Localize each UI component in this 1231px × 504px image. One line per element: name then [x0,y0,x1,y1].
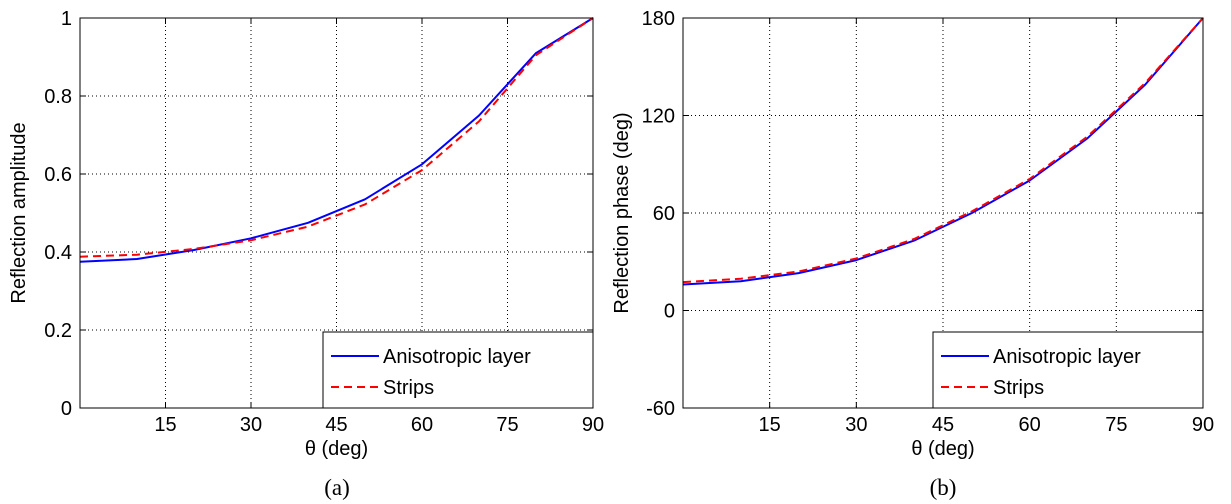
x-tick-label: 45 [932,414,954,436]
y-tick-label: 0.6 [44,164,72,186]
x-tick-label: 75 [496,414,518,436]
legend-box [322,331,594,409]
y-tick-label: 60 [653,203,675,225]
y-tick-label: 0.2 [44,320,72,342]
y-tick-label: 1 [61,8,72,30]
y-axis-label: Reflection amplitude [8,122,30,303]
y-tick-label: 0 [61,398,72,420]
legend-box [932,331,1204,409]
x-axis-label: θ (deg) [305,438,368,460]
legend: Anisotropic layer Strips [322,331,594,409]
series-line-strips [79,17,594,258]
y-tick-label: 180 [642,8,675,30]
series-line-anisotropic-layer [79,17,594,263]
y-tick-label: -60 [646,398,675,420]
x-tick-label: 60 [1019,414,1041,436]
panel-caption: (b) [930,475,957,500]
y-tick-label: 0.8 [44,86,72,108]
x-tick-label: 90 [582,414,604,436]
series-line-anisotropic-layer [682,17,1204,286]
y-tick-label: 0 [664,301,675,323]
chart-panel-b: 15 30 45 60 75 90 -60 0 60 120 180 θ (deg) Reflectio… [611,8,1214,500]
x-tick-label: 30 [240,414,262,436]
chart-panel-a: 15 30 45 60 75 90 0 0.2 0.4 0.6 0.8 1 θ (deg) Reflect… [8,8,604,500]
legend-label: Strips [383,377,434,399]
x-axis-label: θ (deg) [911,438,974,460]
y-tick-label: 120 [642,106,675,128]
x-tick-label: 15 [154,414,176,436]
x-tick-label: 60 [411,414,433,436]
y-tick-label: 0.4 [44,242,72,264]
x-tick-label: 15 [759,414,781,436]
x-tick-label: 75 [1105,414,1127,436]
y-axis-label: Reflection phase (deg) [611,112,633,313]
x-tick-label: 90 [1192,414,1214,436]
legend-label: Anisotropic layer [383,346,531,368]
legend-label: Strips [993,377,1044,399]
legend-label: Anisotropic layer [993,346,1141,368]
x-tick-label: 45 [325,414,347,436]
legend: Anisotropic layer Strips [932,331,1204,409]
x-tick-label: 30 [845,414,867,436]
panel-caption: (a) [324,475,350,500]
